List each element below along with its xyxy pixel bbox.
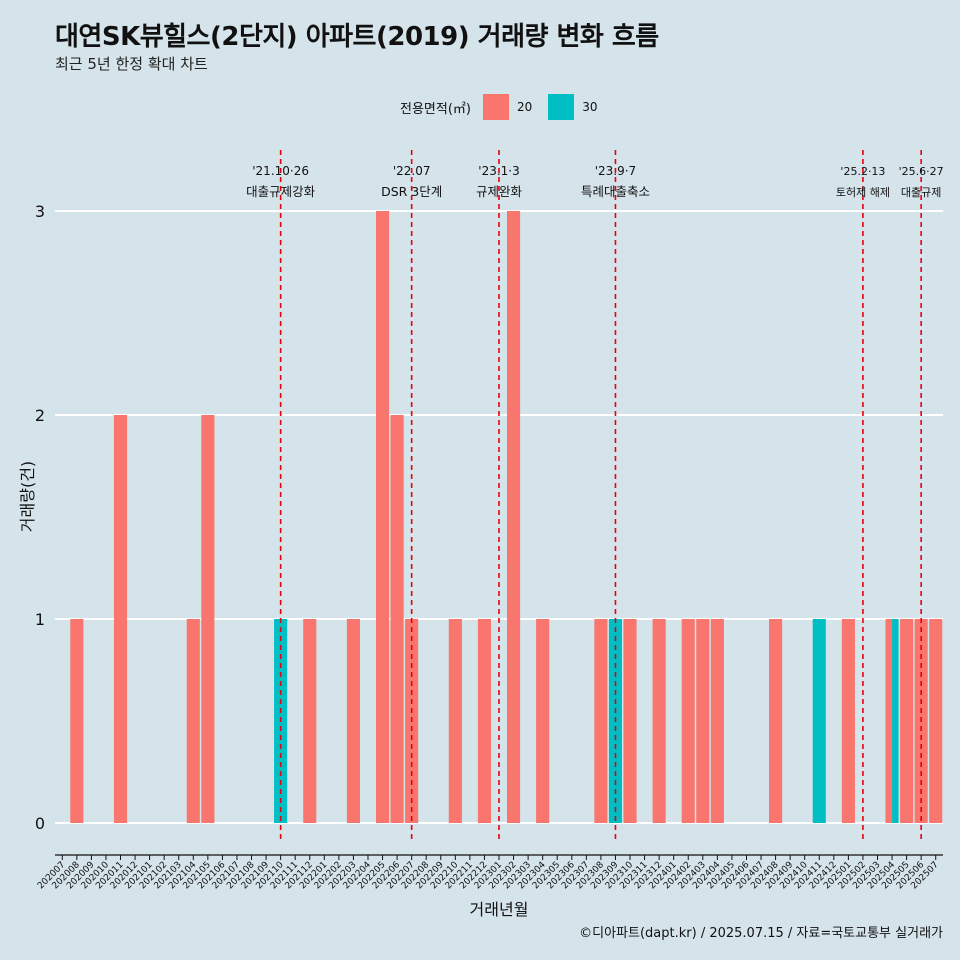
y-tick-label: 2 [35, 406, 45, 425]
bar-20-202505 [900, 619, 914, 823]
annotation-date: '25.2·13 [840, 165, 885, 178]
annotation-date: '23.9·7 [595, 164, 636, 178]
bar-20-202206 [390, 415, 404, 823]
annotation-label: DSR 3단계 [381, 184, 442, 199]
annotation-label: 특례대출축소 [581, 184, 650, 199]
bar-30-202504 [892, 619, 899, 823]
bar-20-202403 [696, 619, 710, 823]
bar-20-202011 [113, 415, 128, 823]
bar-20-202302 [507, 211, 521, 823]
bar-20-202312 [652, 619, 666, 823]
bar-20-202507 [929, 619, 943, 823]
bar-20-202203 [346, 619, 360, 823]
y-tick-label: 0 [35, 814, 45, 833]
annotation-date: '22.07 [393, 164, 431, 178]
legend-key-20 [482, 94, 509, 120]
annotation-label: 규제완화 [476, 184, 523, 199]
annotation-date: '23.1·3 [478, 164, 519, 178]
bar-20-202008 [70, 619, 84, 823]
annotation-date: '21.10·26 [252, 164, 309, 178]
legend-key-30 [548, 94, 575, 120]
bar-20-202404 [710, 619, 724, 823]
bar-20-202310 [623, 619, 637, 823]
bar-20-202304 [536, 619, 550, 823]
bar-20-202501 [841, 619, 855, 823]
legend-label-20: 20 [516, 100, 533, 114]
chart-subtitle: 최근 5년 한정 확대 차트 [55, 55, 208, 73]
annotation-label: 대출규제 [901, 186, 941, 199]
bar-20-202408 [769, 619, 783, 823]
bar-20-202504 [885, 619, 893, 823]
bar-20-202308 [594, 619, 608, 823]
bar-20-202112 [303, 619, 317, 823]
y-axis-title: 거래량(건) [18, 461, 37, 532]
legend-label-30: 30 [582, 100, 598, 114]
bar-20-202402 [681, 619, 695, 823]
y-tick-label: 3 [35, 202, 45, 221]
source-caption: ©디아파트(dapt.kr) / 2025.07.15 / 자료=국토교통부 실… [579, 926, 943, 941]
bar-20-202104 [186, 619, 200, 823]
bar-30-202411 [812, 619, 826, 823]
bar-20-202205 [375, 211, 390, 823]
bar-20-202212 [477, 619, 491, 823]
annotation-label: 토허제 해제 [836, 185, 890, 199]
x-axis-title: 거래년월 [470, 900, 529, 919]
y-tick-label: 1 [35, 610, 45, 629]
bar-20-202210 [448, 619, 462, 823]
chart-title: 대연SK뷰힐스(2단지) 아파트(2019) 거래량 변화 흐름 [55, 22, 659, 52]
annotation-label: 대출규제강화 [246, 184, 316, 199]
legend: 전용면적(㎡) 20 30 [400, 94, 614, 120]
legend-title: 전용면적(㎡) [400, 101, 471, 117]
bar-20-202105 [201, 415, 215, 823]
annotation-date: '25.6·27 [899, 165, 944, 178]
